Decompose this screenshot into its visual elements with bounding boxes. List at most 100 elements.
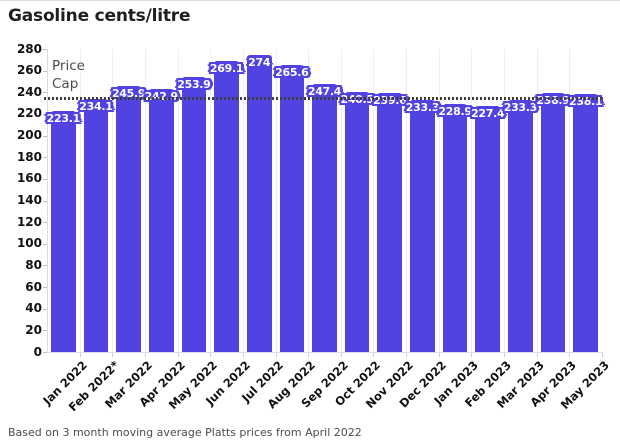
- chart-title: Gasoline cents/litre: [8, 6, 191, 26]
- bar: 240.5: [340, 91, 374, 352]
- bar: 269.1: [210, 60, 243, 352]
- price-cap-line: [44, 96, 602, 100]
- bar-value-label: 269.1: [209, 61, 244, 75]
- top-divider: [0, 0, 620, 1]
- bar-value-label: 239.6: [373, 93, 407, 107]
- y-tick-mark: [43, 113, 47, 115]
- vertical-gridline: [569, 49, 571, 352]
- vertical-gridline: [242, 49, 244, 352]
- y-tick-mark: [43, 265, 47, 267]
- bar: 247.4: [308, 84, 341, 352]
- price-cap-label: Price Cap: [52, 58, 85, 92]
- x-tick-mark: [210, 353, 212, 357]
- bar: 265.6: [275, 64, 309, 352]
- bar: 239.6: [373, 92, 407, 352]
- x-tick-mark: [536, 353, 538, 357]
- y-tick-label: 120: [16, 214, 42, 229]
- y-tick-label: 40: [25, 301, 42, 316]
- bar: 234.1: [79, 98, 113, 352]
- vertical-gridline: [536, 49, 538, 352]
- vertical-gridline: [340, 49, 342, 352]
- vertical-gridline: [144, 49, 146, 352]
- bar-value-label: 245.9: [111, 86, 146, 100]
- vertical-gridline: [112, 49, 114, 352]
- bar-value-label: 233.3: [503, 100, 538, 114]
- bar: 223.1: [47, 110, 80, 352]
- y-tick-mark: [43, 287, 47, 289]
- x-tick-mark: [569, 353, 571, 357]
- y-tick-label: 20: [25, 322, 42, 337]
- bar: 227.4: [471, 105, 505, 352]
- x-tick-mark: [340, 353, 342, 357]
- bar-value-label: 253.9: [177, 78, 211, 92]
- bar: 253.9: [177, 77, 211, 352]
- vertical-gridline: [504, 49, 506, 352]
- x-tick-mark: [406, 353, 408, 357]
- bar: 233.3: [504, 99, 537, 352]
- bar-value-label: 233.3: [405, 100, 440, 114]
- bar-value-label: 265.6: [275, 65, 309, 79]
- y-tick-mark: [43, 200, 47, 202]
- y-axis: [47, 49, 48, 352]
- bar: 238.1: [569, 94, 603, 352]
- vertical-gridline: [373, 49, 375, 352]
- bar: 242.9: [145, 89, 178, 352]
- y-tick-label: 80: [25, 257, 42, 272]
- vertical-gridline: [438, 49, 440, 352]
- x-tick-mark: [438, 353, 440, 357]
- y-tick-mark: [43, 49, 47, 50]
- y-tick-label: 180: [16, 149, 42, 164]
- y-tick-mark: [43, 70, 47, 72]
- x-tick-mark: [471, 353, 473, 357]
- x-axis: [47, 352, 603, 353]
- bar-value-label: 274: [248, 56, 271, 70]
- y-tick-mark: [43, 352, 47, 353]
- source-note: Based on 3 month moving average Platts p…: [8, 426, 362, 439]
- vertical-gridline: [79, 49, 81, 352]
- y-tick-mark: [43, 135, 47, 137]
- bar: 233.3: [406, 99, 439, 352]
- bar-value-label: 234.1: [79, 99, 113, 113]
- x-tick-mark: [144, 353, 146, 357]
- vertical-gridline: [177, 49, 179, 352]
- y-tick-mark: [43, 178, 47, 180]
- vertical-gridline: [406, 49, 408, 352]
- bar-value-label: 247.4: [307, 85, 342, 99]
- x-tick-mark: [373, 353, 375, 357]
- y-tick-label: 200: [16, 128, 42, 143]
- y-tick-label: 100: [16, 236, 42, 251]
- x-tick-mark: [504, 353, 506, 357]
- bar: 238.9: [536, 93, 570, 352]
- y-tick-label: 60: [25, 279, 42, 294]
- bar-value-label: 228.9: [438, 105, 472, 119]
- y-tick-mark: [43, 308, 47, 310]
- x-tick-mark: [242, 353, 244, 357]
- y-tick-label: 220: [16, 106, 42, 121]
- bar: 228.9: [438, 104, 472, 352]
- vertical-gridline: [275, 49, 277, 352]
- x-tick-mark: [308, 353, 310, 357]
- y-tick-mark: [43, 222, 47, 224]
- y-tick-label: 140: [16, 193, 42, 207]
- y-tick-label: 160: [16, 171, 42, 186]
- bar-value-label: 242.9: [145, 90, 179, 103]
- y-tick-label: 0: [33, 344, 42, 359]
- vertical-gridline: [471, 49, 473, 352]
- bar-value-label: 223.1: [46, 111, 81, 125]
- x-tick-mark: [112, 353, 114, 357]
- x-tick-mark: [275, 353, 277, 357]
- x-tick-mark: [79, 353, 81, 357]
- y-tick-mark: [43, 330, 47, 332]
- y-tick-label: 280: [16, 41, 42, 56]
- y-tick-label: 240: [16, 84, 42, 99]
- y-tick-label: 260: [16, 63, 42, 78]
- vertical-gridline: [210, 49, 212, 352]
- bar: 274: [246, 55, 272, 352]
- vertical-gridline: [308, 49, 310, 352]
- x-tick-mark: [602, 353, 603, 357]
- x-tick-mark: [177, 353, 179, 357]
- y-tick-mark: [43, 243, 47, 245]
- bar-value-label: 227.4: [471, 106, 505, 120]
- y-tick-mark: [43, 157, 47, 159]
